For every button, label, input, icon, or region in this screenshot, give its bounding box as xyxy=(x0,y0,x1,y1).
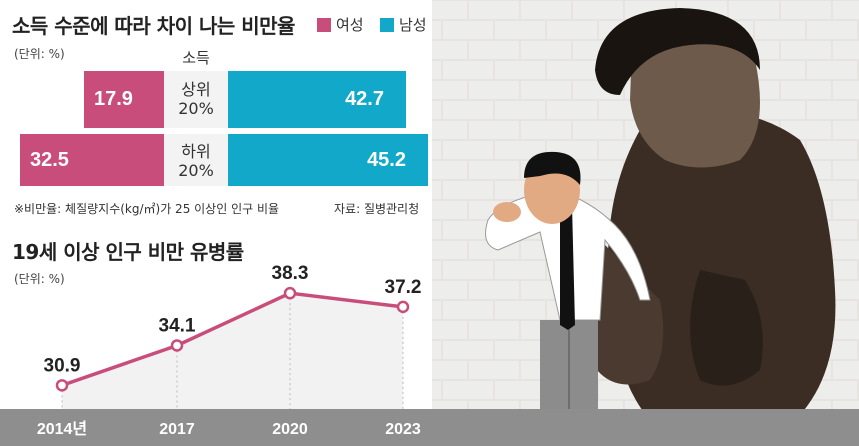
bar-top20-male-value: 42.7 xyxy=(345,88,384,110)
data-label: 37.2 xyxy=(385,277,422,298)
bar-bottom20-female-value: 32.5 xyxy=(30,148,69,171)
trend-area-fill xyxy=(62,293,403,409)
income-chart-title: 소득 수준에 따라 차이 나는 비만율 xyxy=(12,14,295,38)
data-label: 38.3 xyxy=(272,263,309,284)
category-bottom20-line2: 20% xyxy=(178,161,214,180)
income-chart-unit: (단위: %) xyxy=(14,47,65,61)
legend-male: 남성 xyxy=(380,14,427,35)
legend-male-label: 남성 xyxy=(399,16,427,34)
legend-male-swatch xyxy=(380,17,394,32)
trend-chart-title: 19세 이상 인구 비만 유병률 xyxy=(12,240,244,264)
legend-female-swatch xyxy=(317,17,331,32)
bar-bottom20-male-value: 45.2 xyxy=(367,148,406,171)
category-top20-line1: 상위 xyxy=(181,80,211,99)
data-point xyxy=(55,379,69,392)
bar-bottom20-male: 45.2 xyxy=(228,134,428,186)
category-bottom20-line1: 하위 xyxy=(181,142,211,161)
obesity-definition-note: ※비만율: 체질량지수(kg/㎡)가 25 이상인 인구 비율 xyxy=(14,202,280,216)
trend-chart-unit: (단위: %) xyxy=(14,272,65,286)
data-label: 30.9 xyxy=(44,355,81,376)
source-note: 자료: 질병관리청 xyxy=(334,202,420,216)
x-tick-label: 2017 xyxy=(159,421,195,438)
bar-top20-female: 17.9 xyxy=(84,71,164,128)
data-point xyxy=(396,300,410,314)
x-tick-label: 2020 xyxy=(272,421,308,438)
category-top20: 상위 20% xyxy=(164,80,228,118)
x-tick-label: 2023 xyxy=(385,421,421,438)
data-label: 34.1 xyxy=(159,315,196,336)
data-point xyxy=(283,286,297,300)
category-bg-bottom xyxy=(164,134,228,186)
category-bottom20: 하위 20% xyxy=(164,142,228,180)
trend-line xyxy=(61,291,404,387)
bar-top20-female-value: 17.9 xyxy=(94,88,133,110)
x-tick-label: 2014년 xyxy=(37,419,87,438)
big-man-figure xyxy=(582,8,836,425)
category-top20-line2: 20% xyxy=(178,99,214,118)
category-bg-top xyxy=(164,71,228,128)
bar-top20-male: 42.7 xyxy=(228,71,406,128)
x-axis-band xyxy=(0,409,859,446)
legend-female: 여성 xyxy=(317,14,364,35)
bar-bottom20-female: 32.5 xyxy=(20,134,164,186)
legend-female-label: 여성 xyxy=(336,16,364,34)
income-group-header: 소득 xyxy=(182,49,210,67)
data-point xyxy=(170,339,184,352)
